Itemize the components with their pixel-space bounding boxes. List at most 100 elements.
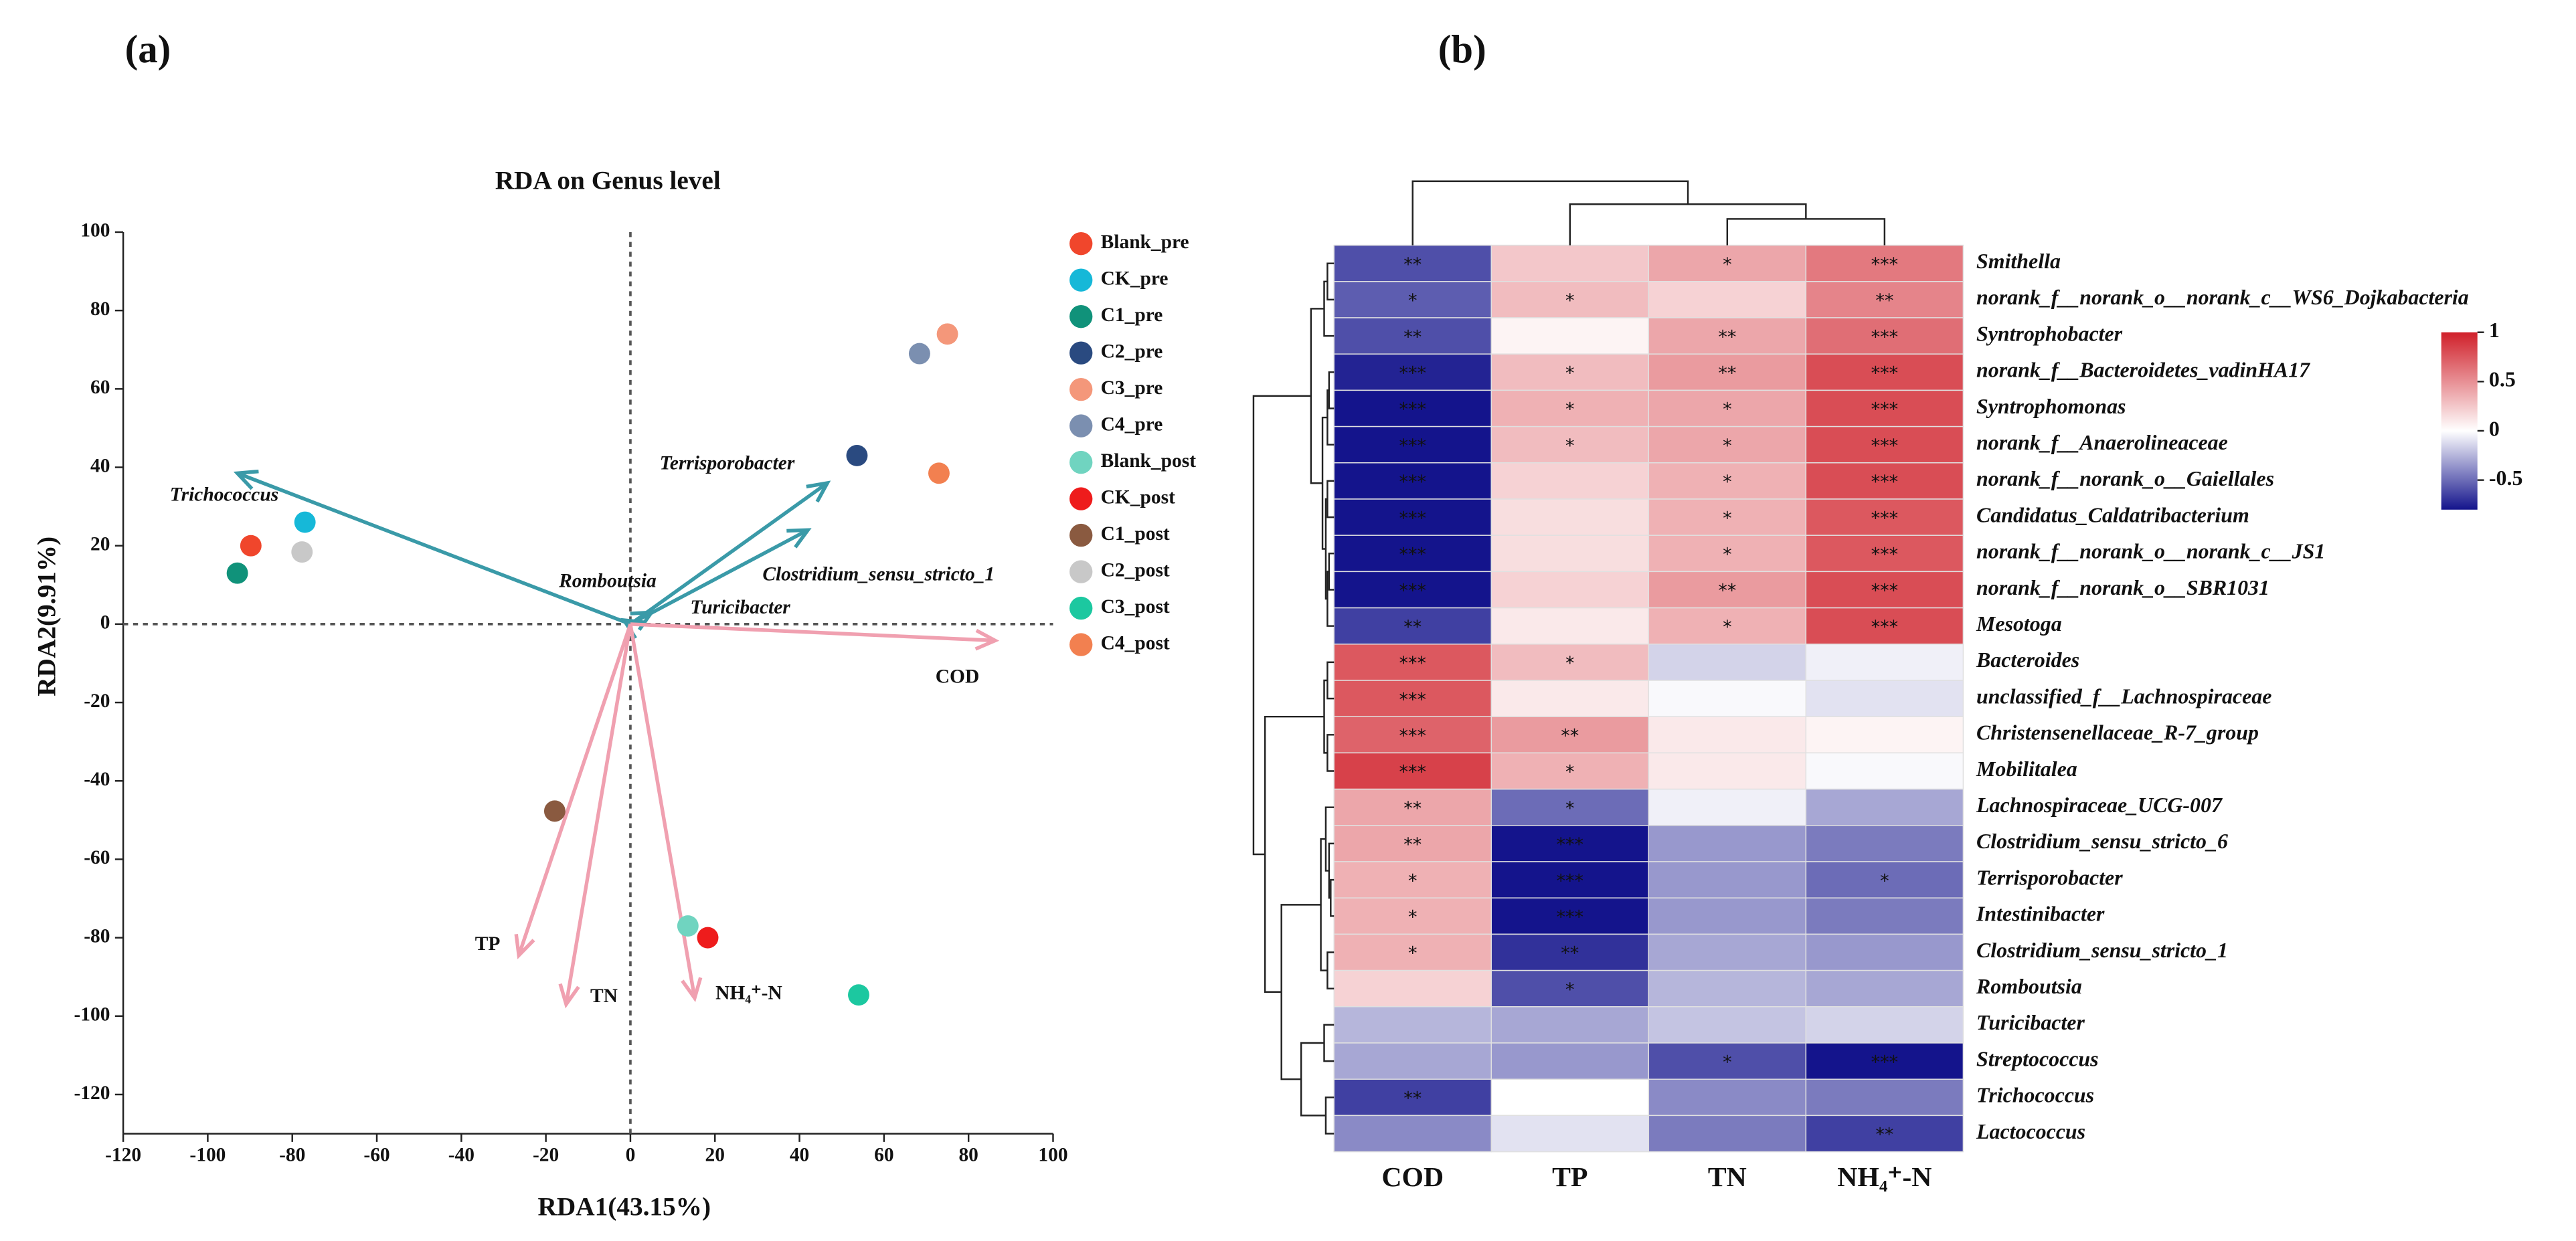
row-label: norank_f__norank_o__norank_c__JS1 bbox=[1976, 540, 2325, 563]
panel-label: (b) bbox=[1438, 27, 1486, 71]
legend-marker bbox=[1069, 596, 1093, 620]
significance: *** bbox=[1871, 399, 1898, 420]
heatmap-cell bbox=[1648, 969, 1807, 1008]
arrow-shaft bbox=[628, 624, 697, 999]
heatmap-cell bbox=[1333, 969, 1492, 1008]
significance: ** bbox=[1718, 363, 1736, 384]
legend-label: C4_post bbox=[1101, 632, 1170, 654]
heatmap-cell bbox=[1648, 535, 1807, 573]
legend-label: C4_pre bbox=[1101, 413, 1163, 435]
legend-marker bbox=[1069, 450, 1093, 474]
colorbar bbox=[2441, 332, 2478, 510]
heatmap-cell bbox=[1648, 498, 1807, 536]
significance: *** bbox=[1557, 907, 1584, 928]
row-label: norank_f__norank_o__norank_c__WS6_Dojkab… bbox=[1976, 286, 2469, 309]
dendrogram bbox=[1326, 951, 1335, 989]
heatmap-cell bbox=[1333, 462, 1492, 500]
x-tick-label: 80 bbox=[958, 1145, 978, 1166]
arrow-head bbox=[233, 469, 259, 490]
arrow-shaft bbox=[564, 624, 632, 1005]
legend-label: CK_pre bbox=[1101, 268, 1169, 289]
colorbar-tick-label: 0.5 bbox=[2489, 368, 2516, 391]
heatmap-cell bbox=[1333, 825, 1492, 862]
significance: ** bbox=[1875, 290, 1893, 311]
row-label: Clostridium_sensu_stricto_1 bbox=[1976, 939, 2228, 962]
arrow-head bbox=[514, 934, 535, 959]
x-tick-label: -20 bbox=[533, 1145, 559, 1166]
arrow-shaft bbox=[517, 624, 632, 956]
arrow-head bbox=[681, 977, 703, 1002]
heatmap-cell bbox=[1805, 788, 1964, 826]
y-tick-label: -100 bbox=[74, 1004, 110, 1026]
heatmap-cell bbox=[1805, 1115, 1964, 1153]
legend-label: Blank_pre bbox=[1101, 231, 1189, 253]
heatmap-cell bbox=[1805, 425, 1964, 464]
significance: ** bbox=[1561, 726, 1579, 747]
heatmap-cell bbox=[1490, 788, 1650, 826]
arrow bbox=[514, 624, 632, 959]
arrow bbox=[629, 480, 831, 626]
heatmap-cell bbox=[1490, 607, 1650, 645]
heatmap-cell bbox=[1648, 244, 1807, 282]
significance: *** bbox=[1557, 834, 1584, 855]
heatmap-cell bbox=[1805, 933, 1964, 971]
arrow bbox=[233, 469, 631, 626]
x-tick-label: 0 bbox=[626, 1145, 636, 1166]
heatmap-cell bbox=[1805, 389, 1964, 427]
arrow-label: TP bbox=[475, 933, 501, 955]
significance: *** bbox=[1399, 653, 1427, 674]
x-tick-label: 60 bbox=[874, 1145, 893, 1166]
heatmap-cell bbox=[1490, 498, 1650, 536]
significance: * bbox=[1408, 290, 1418, 311]
significance: *** bbox=[1399, 508, 1427, 529]
x-tick-label: -40 bbox=[448, 1145, 475, 1166]
dendrogram bbox=[1569, 203, 1807, 246]
arrow-shaft bbox=[236, 471, 631, 626]
y-tick-label: 20 bbox=[90, 533, 110, 555]
heatmap-cell bbox=[1648, 571, 1807, 609]
dendrogram bbox=[1326, 661, 1335, 700]
significance: *** bbox=[1871, 363, 1898, 384]
row-label: Romboutsia bbox=[1976, 975, 2082, 998]
arrow bbox=[558, 624, 632, 1009]
legend-label: C1_pre bbox=[1101, 304, 1163, 326]
column-label: COD bbox=[1381, 1162, 1444, 1193]
row-label: Candidatus_Caldatribacterium bbox=[1976, 503, 2249, 527]
significance: * bbox=[1408, 907, 1418, 928]
heatmap-cell bbox=[1805, 498, 1964, 536]
significance: ** bbox=[1403, 1088, 1422, 1109]
x-tick-label: 20 bbox=[705, 1145, 725, 1166]
heatmap-cell bbox=[1648, 752, 1807, 790]
heatmap-cell bbox=[1490, 680, 1650, 717]
significance: * bbox=[1880, 870, 1889, 891]
heatmap-cell bbox=[1333, 1006, 1492, 1044]
y-tick-label: -60 bbox=[84, 847, 110, 868]
panel-label: (a) bbox=[125, 27, 171, 71]
heatmap-cell bbox=[1648, 281, 1807, 318]
legend-marker bbox=[1069, 304, 1093, 328]
heatmap-cell bbox=[1490, 571, 1650, 609]
arrow-shaft bbox=[629, 481, 829, 626]
point bbox=[226, 562, 248, 584]
heatmap-cell bbox=[1648, 897, 1807, 935]
legend-label: Blank_post bbox=[1101, 450, 1197, 472]
significance: * bbox=[1565, 290, 1575, 311]
row-label: Lachnospiraceae_UCG-007 bbox=[1976, 793, 2223, 817]
row-label: Syntrophobacter bbox=[1976, 322, 2123, 345]
legend-label: C1_post bbox=[1101, 523, 1170, 545]
significance: * bbox=[1565, 436, 1575, 456]
arrow-label: Romboutsia bbox=[558, 570, 657, 591]
significance: * bbox=[1723, 545, 1732, 565]
heatmap-cell bbox=[1805, 281, 1964, 318]
heatmap-cell bbox=[1648, 933, 1807, 971]
significance: * bbox=[1723, 399, 1732, 420]
row-label: Turicibacter bbox=[1976, 1011, 2085, 1034]
y-tick-label: -40 bbox=[84, 769, 110, 790]
point bbox=[294, 511, 316, 533]
heatmap-cell bbox=[1805, 353, 1964, 391]
arrow-label: Terrisporobacter bbox=[660, 453, 795, 474]
heatmap-cell bbox=[1805, 644, 1964, 681]
significance: *** bbox=[1871, 545, 1898, 565]
significance: *** bbox=[1399, 472, 1427, 492]
heatmap-cell bbox=[1648, 1042, 1807, 1080]
